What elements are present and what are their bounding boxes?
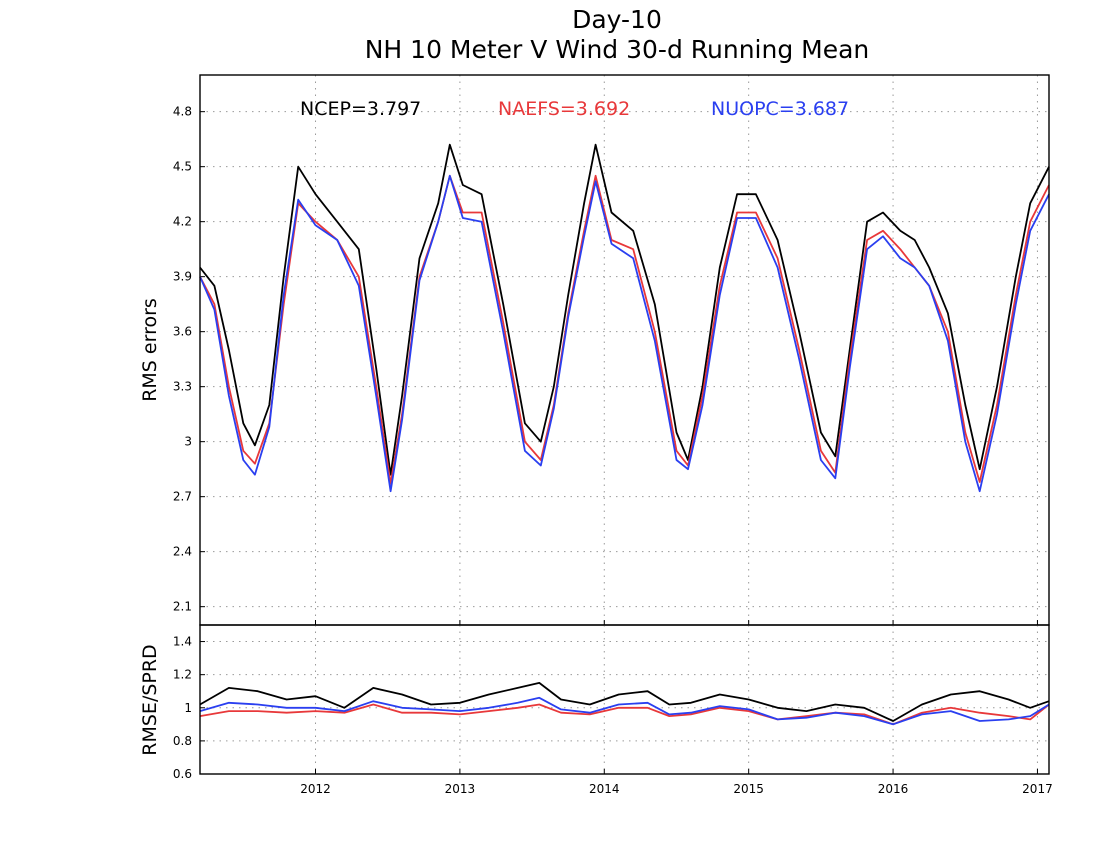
legend-entry-0: NCEP=3.797 [300, 98, 421, 120]
series-line-nuopc [199, 174, 1050, 493]
y-tick-label: 2.1 [173, 600, 192, 614]
y-tick-label: 3.6 [173, 325, 192, 339]
series-line-ncep [199, 682, 1050, 722]
legend-entry-1: NAEFS=3.692 [498, 98, 630, 120]
y-tick-label: 2.7 [173, 490, 192, 504]
x-tick-label: 2017 [1022, 782, 1053, 796]
x-tick-label: 2016 [878, 782, 909, 796]
x-tick-label: 2012 [300, 782, 331, 796]
y-axis-label: RMSE/SPRD [139, 644, 161, 755]
series-line-ncep [199, 143, 1050, 476]
x-tick-label: 2015 [733, 782, 764, 796]
y-tick-label: 3.9 [173, 270, 192, 284]
chart-title-line1: Day-10 [572, 5, 662, 34]
series-line-nuopc [199, 696, 1050, 726]
y-tick-label: 4.5 [173, 160, 192, 174]
x-tick-label: 2014 [589, 782, 620, 796]
series-line-naefs [199, 174, 1050, 485]
y-tick-label: 3 [184, 435, 192, 449]
y-tick-label: 4.8 [173, 105, 192, 119]
y-tick-label: 0.6 [173, 767, 192, 781]
rms-errors-panel: 2.1 2.4 2.7 3 3.3 3.6 3.9 4.2 4.5 4.8 RMS errors NC… [139, 74, 1050, 626]
rmse-sprd-panel: 0.6 0.8 1 1.2 1.4 2012 2013 2014 2015 2016 2017 RMS… [139, 624, 1053, 796]
plot-frame [199, 624, 1050, 775]
y-tick-label: 1.2 [173, 668, 192, 682]
chart-title-line2: NH 10 Meter V Wind 30-d Running Mean [365, 35, 870, 64]
x-tick-label: 2013 [445, 782, 476, 796]
y-tick-label: 0.8 [173, 734, 192, 748]
series-line-naefs [199, 703, 1050, 726]
y-tick-label: 1 [184, 701, 192, 715]
y-tick-label: 4.2 [173, 215, 192, 229]
plot-frame [199, 74, 1050, 626]
y-tick-label: 1.4 [173, 635, 192, 649]
y-tick-label: 3.3 [173, 380, 192, 394]
legend-entry-2: NUOPC=3.687 [711, 98, 849, 120]
y-axis-label: RMS errors [139, 298, 161, 402]
y-tick-label: 2.4 [173, 545, 192, 559]
